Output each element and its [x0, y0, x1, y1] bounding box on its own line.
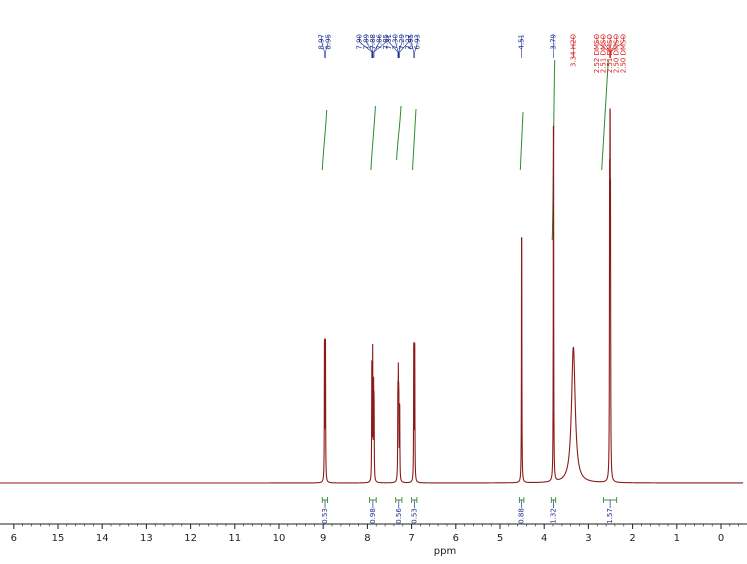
peak-label-connector: [373, 36, 387, 58]
integral-value-label: 0.53: [321, 508, 329, 524]
peak-label-connector: [610, 36, 624, 58]
peak-label: 7.31: [385, 34, 393, 50]
x-tick-label: 3: [585, 533, 591, 544]
peak-label: 7.86: [376, 33, 384, 49]
x-tick-label: 8: [364, 533, 370, 544]
peak-label-connector: [414, 36, 418, 58]
peak-label-connector: [395, 36, 399, 58]
peak-label: 8.97: [318, 34, 326, 50]
x-tick-label: 7: [408, 533, 414, 544]
integral-value-label: 1.57: [606, 508, 614, 524]
x-tick-label: 6: [453, 533, 459, 544]
x-tick-label: 15: [52, 533, 65, 544]
integral-curve: [601, 59, 609, 171]
peak-label: 7.89: [362, 34, 370, 50]
integral-bars: 0.53 0.98 0.56 0.53 0.88 1.32 1.57: [321, 497, 618, 524]
solvent-peak-label: 3.34 H2O: [569, 34, 577, 68]
integral-value-label: 0.56: [395, 508, 403, 524]
peak-label: 7.88: [369, 34, 377, 50]
x-axis: 6 15 14 13 12 11 10 9 8 7 6 5 4 3 2 1 0: [0, 523, 747, 544]
peak-label: 7.90: [356, 34, 364, 50]
x-tick-label: 5: [497, 533, 503, 544]
x-axis-title: ppm: [434, 546, 456, 557]
peak-label-connector: [596, 36, 610, 58]
peak-label-connector: [388, 36, 399, 58]
solvent-peak-label: 2.51 DMSO: [606, 34, 614, 74]
x-tick-label: 13: [140, 533, 153, 544]
integral-curve: [396, 105, 402, 161]
integral-value-label: 1.32: [550, 508, 558, 524]
integral-curve: [412, 108, 417, 171]
peak-label-connector: [373, 36, 380, 58]
peak-label: 7.27: [405, 34, 413, 50]
spectrum-layer: [0, 108, 744, 484]
peak-label: 7.29: [398, 34, 406, 50]
peak-label: 6.95: [407, 34, 415, 50]
peak-label: 4.51: [518, 34, 526, 50]
x-tick-label: 4: [541, 533, 547, 544]
peak-label-connector: [321, 36, 325, 58]
peak-labels: 8.978.95 7.907.897.887.867.857.317.307.29…: [318, 33, 628, 73]
peak-label: 7.85: [382, 34, 390, 50]
x-tick-label: 1: [674, 533, 680, 544]
peak-label: 8.95: [324, 34, 332, 50]
integral-curve: [519, 111, 524, 171]
x-tick-label: 9: [320, 533, 326, 544]
solvent-peak-label: 2.50 DMSO: [613, 34, 621, 74]
x-tick-label: 12: [184, 533, 197, 544]
peak-label-connector: [398, 36, 403, 58]
peak-label-connector: [366, 36, 373, 58]
solvent-peak-label: 2.51 DMSO: [600, 34, 608, 74]
integral-curve: [321, 109, 328, 171]
integral-value-label: 0.53: [410, 508, 418, 524]
integral-curves: [321, 59, 609, 241]
solvent-peak-label: 2.50 DMSO: [619, 34, 627, 74]
x-tick-label: 14: [96, 533, 109, 544]
peak-label-connector: [410, 36, 415, 58]
x-tick-label: 0: [718, 533, 724, 544]
spectrum-trace: [0, 108, 744, 484]
x-tick-label: 6: [11, 533, 17, 544]
solvent-peak-label: 2.52 DMSO: [593, 34, 601, 74]
peak-label: 3.79: [550, 34, 558, 50]
integral-value-label: 0.88: [518, 508, 526, 524]
x-tick-label: 10: [273, 533, 286, 544]
peak-label: 6.93: [414, 34, 422, 50]
x-tick-label: 11: [228, 533, 241, 544]
peak-label-connector: [325, 36, 329, 58]
peak-label-connector: [359, 36, 373, 58]
peak-label-connector: [399, 36, 409, 58]
x-tick-label: 2: [629, 533, 635, 544]
integral-curve: [370, 105, 376, 171]
peak-label: 7.30: [391, 34, 399, 50]
integral-value-label: 0.98: [369, 508, 377, 524]
